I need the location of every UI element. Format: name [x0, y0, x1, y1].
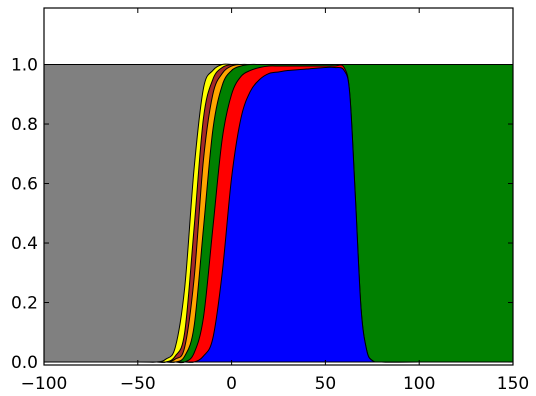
y-tick-label: 0.6	[11, 175, 38, 195]
x-tick-label: −100	[21, 374, 68, 394]
x-tick-label: 150	[497, 374, 529, 394]
axis-tick-labels: −100 −50 0 50 100 150 0.0 0.2 0.4 0.6 0.8 1.0	[11, 56, 529, 394]
x-tick-label: 50	[315, 374, 337, 394]
y-tick-label: 1.0	[11, 56, 38, 76]
y-tick-label: 0.4	[11, 234, 38, 254]
area-series-6	[43, 66, 514, 363]
x-tick-label: 0	[226, 374, 237, 394]
x-tick-label: 100	[403, 374, 435, 394]
y-tick-label: 0.2	[11, 294, 38, 314]
plot-areas	[43, 63, 514, 364]
x-tick-label: −50	[120, 374, 156, 394]
y-tick-label: 0.8	[11, 115, 38, 135]
plot-frame	[43, 7, 514, 366]
y-tick-label: 0.0	[11, 353, 38, 373]
axis-ticks	[43, 8, 514, 365]
